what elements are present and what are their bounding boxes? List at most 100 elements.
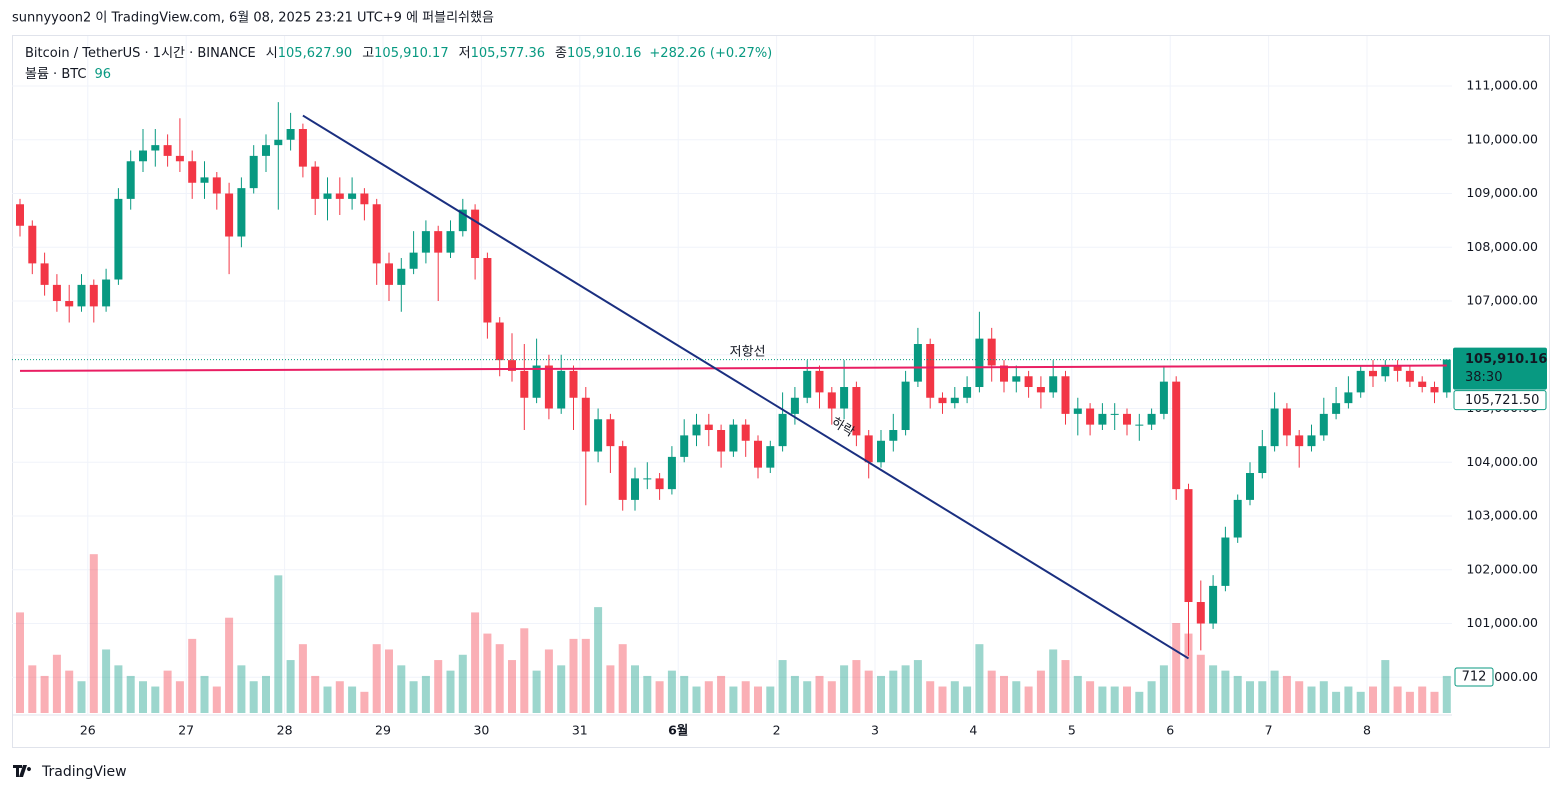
volume-bar — [262, 675, 270, 713]
candle-body — [360, 193, 369, 205]
candle-body — [704, 424, 713, 431]
attribution: sunnyyoon2 이 TradingView.com, 6월 08, 202… — [12, 10, 494, 26]
candle-body — [1024, 376, 1033, 388]
volume-bar — [643, 675, 652, 713]
volume-bar — [938, 686, 947, 713]
candle-body — [1012, 376, 1021, 382]
x-tick-label: 6월 — [668, 723, 688, 738]
candle-body — [163, 145, 172, 156]
volume-bar — [778, 660, 787, 713]
y-tick-label: 110,000.00 — [1466, 131, 1538, 146]
candle-body — [1258, 446, 1267, 474]
volume-bar — [286, 660, 295, 713]
volume-bar — [704, 681, 713, 713]
volume-bar — [1405, 691, 1414, 713]
candle-body — [581, 397, 590, 452]
candle-body — [483, 258, 492, 323]
y-tick-label: 103,000.00 — [1466, 508, 1538, 523]
drawing-label: 저항선 — [730, 345, 766, 360]
volume-bar — [1110, 686, 1119, 713]
volume-bar — [717, 675, 726, 713]
volume-bar — [1024, 686, 1033, 713]
candle-body — [1246, 473, 1254, 500]
y-tick-label: 102,000.00 — [1466, 561, 1538, 576]
candle-body — [323, 193, 332, 199]
volume-bar — [532, 670, 541, 713]
volume-bar — [508, 660, 516, 713]
volume-bar — [1319, 681, 1328, 713]
x-tick-label: 7 — [1265, 723, 1273, 738]
volume-bar — [360, 691, 369, 713]
volume-bar — [1209, 665, 1218, 713]
volume-value: 96 — [95, 67, 112, 82]
volume-bar — [298, 644, 307, 713]
candle-body — [1295, 435, 1304, 447]
volume-bar — [397, 665, 406, 713]
volume-bar — [139, 681, 147, 713]
candle-body — [1184, 489, 1193, 603]
volume-bar — [729, 686, 738, 713]
volume-bar — [1049, 649, 1058, 713]
candle-body — [852, 387, 861, 436]
candle-body — [1307, 435, 1316, 447]
volume-bar — [1135, 691, 1144, 713]
ohlc-value: 105,577.36 — [471, 46, 545, 61]
y-tick-label: 101,000.00 — [1466, 615, 1538, 630]
ohlc-label: 종 — [555, 46, 567, 61]
volume-bar — [1159, 665, 1168, 713]
volume-bar — [65, 670, 74, 713]
candle-body — [1036, 387, 1045, 393]
volume-bar — [1381, 660, 1390, 713]
volume-bar — [827, 681, 836, 713]
volume-bar — [1098, 686, 1107, 713]
candle-body — [618, 446, 627, 500]
volume-bar — [1442, 675, 1451, 713]
candle-body — [16, 204, 24, 226]
drawing-line — [302, 114, 1190, 660]
volume-bar — [1307, 686, 1316, 713]
last-price-label: 105,910.16 — [1465, 352, 1547, 367]
volume-bar — [28, 665, 37, 713]
volume-bar — [926, 681, 935, 713]
candle-body — [717, 430, 726, 452]
volume-bar — [1418, 686, 1427, 713]
volume-bar — [1233, 675, 1242, 713]
volume-bar — [840, 665, 849, 713]
candle-body — [286, 129, 295, 140]
volume-bar — [754, 686, 762, 713]
candle-body — [114, 198, 123, 280]
volume-bar — [1196, 654, 1205, 713]
candle-body — [298, 129, 307, 167]
x-tick-label: 5 — [1068, 723, 1076, 738]
candle-body — [975, 338, 984, 388]
candle-body — [778, 413, 787, 447]
volume-bar — [1012, 681, 1021, 713]
x-tick-label: 31 — [572, 723, 588, 738]
footer: TradingView — [41, 764, 127, 780]
volume-box — [1454, 667, 1494, 687]
candle-body — [1209, 585, 1218, 624]
volume-bar — [1369, 686, 1377, 713]
candle-body — [741, 424, 750, 441]
volume-bar — [766, 686, 775, 713]
candle-body — [1073, 408, 1082, 414]
candle-body — [877, 440, 885, 463]
volume-bar — [200, 675, 209, 713]
candle-body — [950, 397, 959, 404]
candle-body — [1233, 499, 1242, 538]
volume-bar — [471, 612, 480, 713]
candle-body — [385, 263, 393, 285]
volume-bar — [1073, 675, 1082, 713]
volume-bar — [1393, 686, 1402, 713]
volume-bar — [89, 554, 98, 713]
volume-bar — [434, 660, 443, 713]
candle-body — [421, 231, 430, 253]
symbol: Bitcoin / TetherUS · 1시간 · BINANCE — [25, 46, 256, 61]
volume-bar — [274, 575, 283, 713]
y-tick-label: 104,000.00 — [1466, 454, 1538, 469]
volume-bar — [40, 675, 49, 713]
volume-bar — [52, 654, 61, 713]
x-tick-label: 30 — [473, 723, 489, 738]
x-tick-label: 6 — [1166, 723, 1174, 738]
